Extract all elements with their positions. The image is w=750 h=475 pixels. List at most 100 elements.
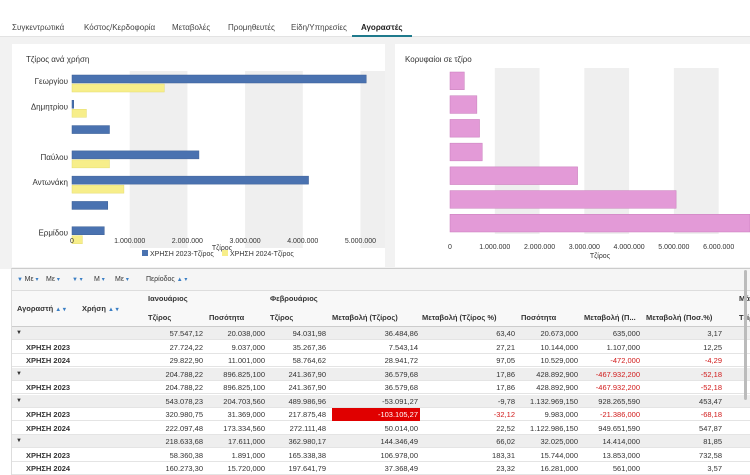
column-header[interactable]: Μεταβολή (Ποσ.%) <box>646 313 713 322</box>
pivot-group-row[interactable]: ▼ 57.547,12 20.038,000 94.031,98 36.484,86 63… <box>12 327 750 340</box>
bar <box>449 214 750 233</box>
x-tick-label: 2.000.000 <box>172 238 203 245</box>
x-tick-label: 4.000.000 <box>614 244 645 251</box>
category-label: Αντωνάκη <box>32 178 68 187</box>
pivot-cell: 3,57 <box>707 464 722 473</box>
filter-chip[interactable]: ▼ ▾ <box>72 277 83 283</box>
pivot-cell: 27.724,22 <box>169 342 203 352</box>
pivot-cell: 183,31 <box>492 450 515 460</box>
filter-chip[interactable]: Μ ▾ <box>94 276 105 283</box>
pivot-cell: 58.764,62 <box>292 356 326 365</box>
pivot-row[interactable]: ΧΡΗΣΗ 2024 222.097,48 173.334,560 272.111,4… <box>12 422 750 435</box>
pivot-cell: 320.980,75 <box>165 410 203 419</box>
expand-collapse-icon[interactable]: ▼ <box>16 330 22 336</box>
pivot-cell: 17,86 <box>496 369 515 379</box>
category-label: Ερμίδου <box>38 229 68 238</box>
pivot-cell: 949.651,590 <box>598 423 640 433</box>
pivot-cell: 11.001,000 <box>228 356 265 365</box>
pivot-cell: -32,12 <box>493 410 515 419</box>
pivot-cell: 16.281,000 <box>540 464 578 473</box>
row-field-buyer[interactable]: Αγοραστή ▲ ▾ <box>17 304 66 313</box>
x-tick-label: 4.000.000 <box>287 238 318 245</box>
pivot-cell: 10.144,000 <box>540 342 578 352</box>
x-tick-label: 3.000.000 <box>569 244 600 251</box>
filter-chip[interactable]: Με ▾ <box>115 276 129 283</box>
column-header[interactable]: Μεταβολή (Τζίρος) <box>332 313 398 322</box>
pivot-cell: 222.097,48 <box>165 423 203 433</box>
row-label: ΧΡΗΣΗ 2024 <box>26 423 71 433</box>
bar <box>71 226 105 235</box>
pivot-cell: 17,86 <box>496 383 515 392</box>
bar <box>449 142 483 162</box>
month-header: Φεβρουάριος <box>270 294 318 303</box>
pivot-group-row[interactable]: ▼ 218.633,68 17.611,000 362.980,17 144.346,4… <box>12 435 750 448</box>
pivot-cell: 15.744,000 <box>540 450 578 460</box>
bar <box>71 235 83 244</box>
tab-changes[interactable]: Μεταβολές <box>172 23 211 32</box>
pivot-row[interactable]: ΧΡΗΣΗ 2023 27.724,22 9.037,000 35.267,36 7.5… <box>12 341 750 354</box>
expand-collapse-icon[interactable]: ▼ <box>16 438 22 444</box>
expand-collapse-icon[interactable]: ▼ <box>16 397 22 404</box>
pivot-cell: -467.932,200 <box>595 369 640 379</box>
filter-chip[interactable]: Με ▾ <box>46 276 60 283</box>
pivot-cell: 66,02 <box>496 437 515 446</box>
row-label: ΧΡΗΣΗ 2023 <box>26 450 71 460</box>
x-tick-label: 1.000.000 <box>114 238 145 245</box>
legend-label: ΧΡΗΣΗ 2024-Τζίρος <box>230 250 294 258</box>
right-chart-panel: Κορυφαίοι σε τζίρο 0 1.000.000 2.000.000 3.… <box>395 44 750 267</box>
pivot-cell: 928.265,590 <box>598 396 640 406</box>
column-header[interactable]: Μεταβολή (Π... <box>584 313 636 322</box>
tab-items-services[interactable]: Είδη/Υπηρεσίες <box>291 23 347 32</box>
pivot-cell: 561,000 <box>612 464 640 473</box>
pivot-grid: ▼ Με ▾ Με ▾ ▼ ▾ Μ ▾ Με ▾ Περίοδος ▲ ▾ Αγ… <box>11 268 750 475</box>
pivot-group-row[interactable]: ▼ 204.788,22 896.825,100 241.367,90 36.579,6… <box>12 367 750 381</box>
column-header[interactable]: Μεταβολή (Τζίρος %) <box>422 313 497 322</box>
filter-chip-period[interactable]: Περίοδος ▲ ▾ <box>146 276 188 283</box>
column-header[interactable]: Ποσότητα <box>521 313 557 322</box>
left-chart-panel: Τζίρος ανά χρήση Γεωργίου Δημητρίου Παύλου… <box>12 44 419 267</box>
pivot-cell: 14.414,000 <box>602 437 640 446</box>
grid-band <box>494 68 540 234</box>
x-tick-label: 2.000.000 <box>524 244 555 251</box>
pivot-cell: 428.892,900 <box>536 369 578 379</box>
tab-cost-profit[interactable]: Κόστος/Κερδοφορία <box>84 23 156 32</box>
bar <box>449 95 478 114</box>
bar <box>449 119 480 138</box>
filter-chip[interactable]: ▼ Με ▾ <box>17 276 39 283</box>
bar <box>71 83 165 93</box>
x-tick-label: 3.000.000 <box>229 238 260 245</box>
row-field-year[interactable]: Χρήση ▲ ▾ <box>82 304 119 313</box>
expand-collapse-icon[interactable]: ▼ <box>16 370 22 377</box>
pivot-cell: 36.579,68 <box>384 369 418 379</box>
pivot-row[interactable]: ΧΡΗΣΗ 2023 58.360,38 1.891,000 165.338,38 10… <box>12 449 750 462</box>
pivot-cell: 12,25 <box>703 342 722 352</box>
x-tick-label: 1.000.000 <box>479 244 510 251</box>
pivot-cell: 17.611,000 <box>228 437 265 446</box>
pivot-group-row[interactable]: ▼ 543.078,23 204.703,560 489.986,96 -53.091,… <box>12 394 750 408</box>
pivot-cell: 1.132.969,150 <box>530 396 578 406</box>
column-header[interactable]: Τζίρος <box>148 313 172 322</box>
pivot-cell: 1.122.986,150 <box>530 423 578 433</box>
pivot-cell: 50.014,00 <box>384 423 418 433</box>
pivot-row[interactable]: ΧΡΗΣΗ 2024 160.273,30 15.720,000 197.641,79… <box>12 462 750 475</box>
tab-buyers[interactable]: Αγοραστές <box>361 23 403 32</box>
pivot-cell: 272.111,48 <box>289 423 326 433</box>
column-header[interactable]: Τζίρος <box>270 313 294 322</box>
legend-label: ΧΡΗΣΗ 2023-Τζίρος <box>150 250 214 258</box>
pivot-row[interactable]: ΧΡΗΣΗ 2024 29.822,90 11.001,000 58.764,62 28… <box>12 354 750 367</box>
pivot-cell: 37.368,49 <box>384 464 418 473</box>
tab-summary[interactable]: Συγκεντρωτικά <box>12 23 65 32</box>
pivot-cell: 3,17 <box>707 329 722 338</box>
pivot-cell: 9.037,000 <box>231 342 265 352</box>
category-label: Γεωργίου <box>35 77 68 86</box>
pivot-row[interactable]: ΧΡΗΣΗ 2023 204.788,22 896.825,100 241.367,9… <box>12 381 750 394</box>
pivot-cell: -52,18 <box>700 383 722 392</box>
column-header[interactable]: Ποσότητα <box>209 313 245 322</box>
bar <box>449 190 677 209</box>
tab-suppliers[interactable]: Προμηθευτές <box>228 23 275 32</box>
vertical-scrollbar[interactable] <box>744 270 747 400</box>
pivot-row[interactable]: ΧΡΗΣΗ 2023 320.980,75 31.369,000 217.875,48… <box>12 408 750 421</box>
active-tab-indicator <box>352 35 412 37</box>
bar <box>71 175 309 185</box>
category-label: Δημητρίου <box>31 102 68 111</box>
